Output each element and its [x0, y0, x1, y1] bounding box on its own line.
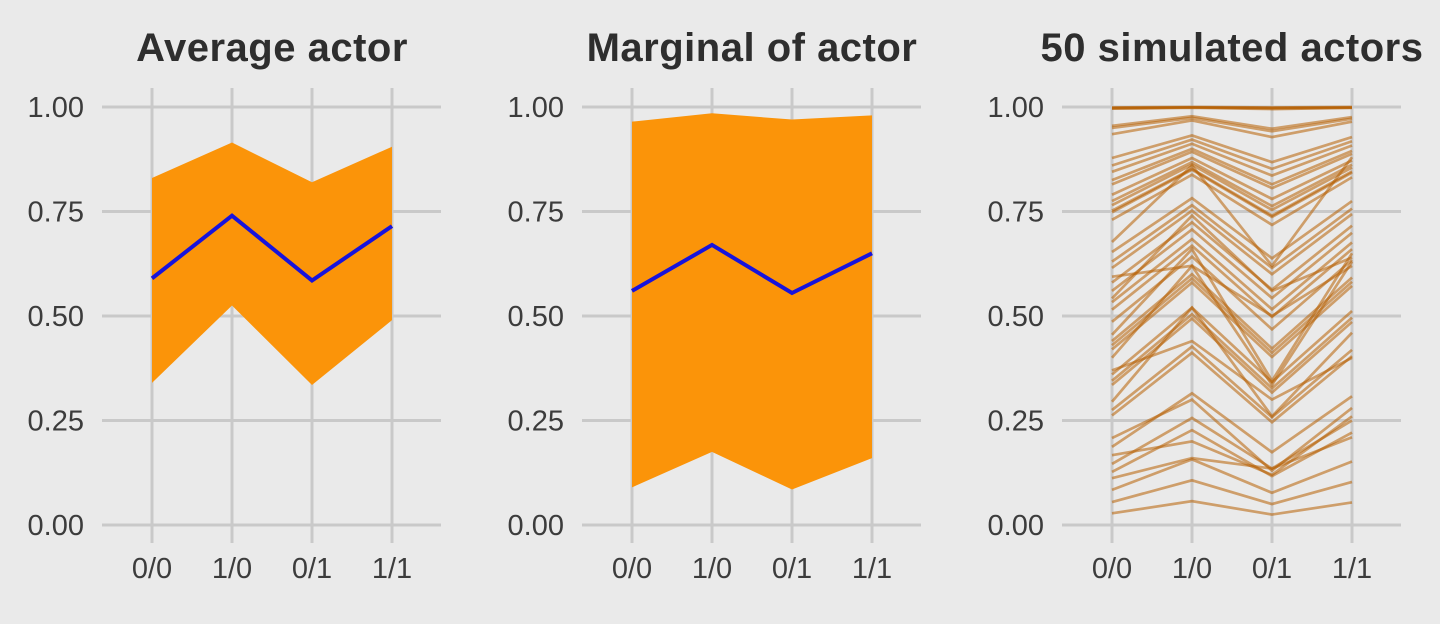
simulated-actor-line: [1111, 415, 1353, 477]
x-tick-label: 0/0: [612, 553, 652, 585]
x-tick-label: 0/1: [772, 553, 812, 585]
simulated-actor-line: [1111, 254, 1353, 332]
x-tick-label: 1/1: [852, 553, 892, 585]
simulated-actor-line: [1111, 227, 1353, 300]
simulated-actor-line: [1110, 260, 1354, 388]
x-tick-label: 1/0: [1172, 553, 1212, 585]
simulated-actor-line: [1111, 160, 1353, 208]
simulated-actor-line: [1111, 203, 1353, 270]
y-tick-label: 0.75: [28, 197, 84, 229]
y-tick-label: 1.00: [988, 92, 1044, 124]
simulated-actor-line: [1111, 116, 1353, 133]
x-tick-label: 1/0: [692, 553, 732, 585]
x-tick-label: 0/0: [1092, 553, 1132, 585]
y-tick-label: 0.25: [988, 406, 1044, 438]
simulated-actor-line: [1111, 220, 1353, 292]
average-actor-plot: 1.00 0.75 0.50 0.25 0.00 0/0 1/0 0/1 1/1: [28, 88, 441, 585]
y-tick-label: 0.75: [508, 197, 564, 229]
simulated-actor-line: [1111, 428, 1353, 478]
simulated-actor-line: [1111, 114, 1353, 131]
simulated-actor-line: [1111, 344, 1353, 419]
panel-simulated-actors: 50 simulated actors 1.00 0.75 0.50 0.25 0.00…: [960, 0, 1440, 624]
y-tick-label: 0.25: [508, 406, 564, 438]
simulated-actor-line: [1111, 351, 1353, 424]
x-tick-label: 1/1: [372, 553, 412, 585]
simulated-actor-line: [1111, 150, 1353, 190]
simulated-actor-line: [1111, 119, 1353, 139]
y-tick-label: 0.50: [988, 301, 1044, 333]
y-tick-label: 0.00: [28, 510, 84, 542]
simulated-actor-line: [1111, 138, 1353, 171]
simulated-actor-line: [1111, 196, 1353, 260]
simulated-actor-line: [1111, 237, 1353, 312]
simulated-actor-line: [1111, 163, 1353, 212]
simulated-actor-line: [1111, 435, 1353, 480]
panel-marginal-of-actor: Marginal of actor 1.00 0.75 0.50 0.25 0.00 0/…: [480, 0, 960, 624]
y-tick-label: 0.00: [508, 510, 564, 542]
simulated-actor-line: [1111, 134, 1353, 164]
simulated-actor-line: [1111, 147, 1353, 186]
simulated-actor-line: [1111, 416, 1353, 471]
x-tick-label: 0/1: [1252, 553, 1292, 585]
y-tick-label: 0.75: [988, 197, 1044, 229]
simulated-actor-line: [1111, 499, 1353, 516]
panel-title-average-actor: Average actor: [136, 26, 408, 70]
panel-title-marginal-of-actor: Marginal of actor: [586, 26, 918, 70]
simulated-actor-line: [1111, 316, 1353, 395]
simulated-actor-line: [1111, 156, 1353, 201]
posterior-mean-line: [150, 213, 394, 283]
simulated-actor-line: [1111, 272, 1353, 351]
simulated-actor-line: [1111, 168, 1353, 219]
panel-title-simulated-actors: 50 simulated actors: [1040, 26, 1424, 70]
y-tick-label: 0.00: [988, 510, 1044, 542]
simulated-actor-line: [1111, 391, 1353, 454]
simulated-actor-line: [1111, 208, 1353, 276]
x-tick-label: 1/1: [1332, 553, 1372, 585]
x-tick-label: 1/0: [212, 553, 252, 585]
x-tick-label: 0/0: [132, 553, 172, 585]
x-tick-label: 0/1: [292, 553, 332, 585]
y-tick-label: 1.00: [508, 92, 564, 124]
simulated-actors-plot: 1.00 0.75 0.50 0.25 0.00 0/0 1/0 0/1 1/1: [988, 88, 1401, 585]
simulated-actor-line: [1111, 397, 1353, 473]
y-tick-label: 0.50: [28, 301, 84, 333]
simulated-actor-line: [1110, 305, 1353, 419]
simulated-actor-line: [1111, 106, 1353, 111]
simulated-actor-line: [1111, 312, 1353, 391]
simulated-actor-line: [1111, 478, 1353, 506]
y-tick-label: 0.25: [28, 406, 84, 438]
y-tick-label: 0.50: [508, 301, 564, 333]
simulated-actor-line: [1111, 142, 1353, 177]
posterior-mean-line: [631, 242, 873, 296]
uncertainty-ribbon: [152, 142, 392, 385]
simulated-actor-line: [1111, 305, 1353, 384]
simulated-actor-line: [1111, 173, 1353, 227]
y-tick-label: 1.00: [28, 92, 84, 124]
marginal-of-actor-plot: 1.00 0.75 0.50 0.25 0.00 0/0 1/0 0/1 1/1: [508, 88, 921, 585]
simulated-actor-line: [1111, 244, 1353, 319]
panel-average-actor: Average actor 1.00 0.75 0.50 0.25 0.00 0/0 1/0…: [0, 0, 480, 624]
uncertainty-ribbon: [632, 113, 872, 490]
simulated-actor-line: [1111, 457, 1353, 495]
simulated-actor-line: [1111, 156, 1354, 269]
